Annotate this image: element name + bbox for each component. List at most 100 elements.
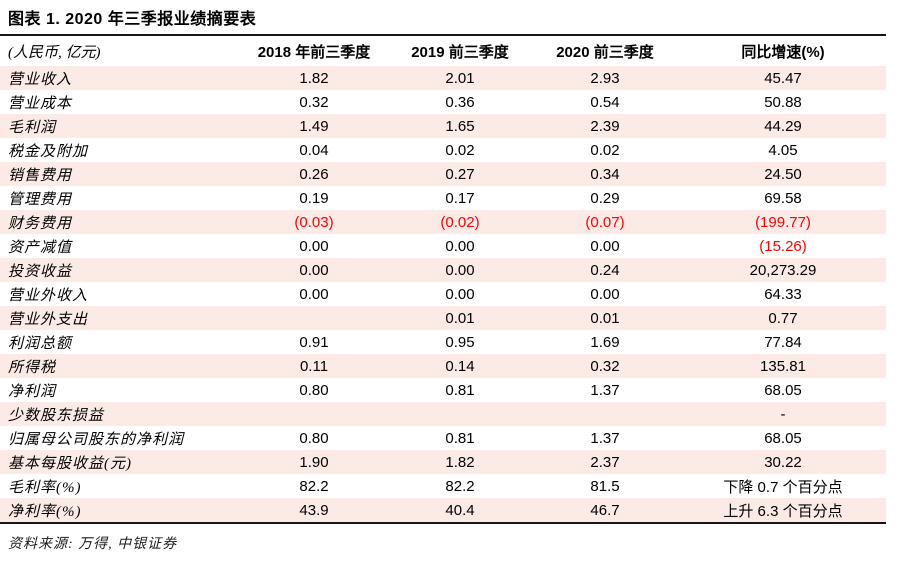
row-label: 所得税 <box>8 359 57 376</box>
cell-2020: 2.39 <box>590 117 620 135</box>
cell-2019: 0.81 <box>445 429 475 447</box>
row-label: 净利润 <box>8 383 57 400</box>
column-header-unit: (人民币, 亿元) <box>8 44 101 61</box>
table-row: 营业外收入 0.00 0.00 0.00 64.33 <box>0 282 886 306</box>
row-label: 基本每股收益(元) <box>8 455 132 472</box>
row-label: 资产减值 <box>8 239 73 256</box>
top-rule-divider <box>0 34 886 36</box>
cell-2020: (0.07) <box>585 213 625 231</box>
row-label: 营业收入 <box>8 71 73 88</box>
cell-yoy: 24.50 <box>764 165 802 183</box>
row-label: 营业成本 <box>8 95 73 112</box>
cell-2018: (0.03) <box>294 213 334 231</box>
cell-2020: 0.24 <box>590 261 620 279</box>
cell-2019: 0.81 <box>445 381 475 399</box>
row-label: 销售费用 <box>8 167 73 184</box>
cell-2018: 0.19 <box>299 189 329 207</box>
cell-2019: 0.17 <box>445 189 475 207</box>
cell-2019: (0.02) <box>440 213 480 231</box>
cell-2019: 82.2 <box>445 477 475 495</box>
row-label: 利润总额 <box>8 335 73 352</box>
cell-2020: 0.54 <box>590 93 620 111</box>
table-row: 利润总额 0.91 0.95 1.69 77.84 <box>0 330 886 354</box>
cell-2020: 0.29 <box>590 189 620 207</box>
row-label: 毛利率(%) <box>8 479 82 496</box>
cell-2018: 0.80 <box>299 381 329 399</box>
cell-2018: 1.82 <box>299 69 329 87</box>
cell-2018: 82.2 <box>299 477 329 495</box>
cell-2019: 0.36 <box>445 93 475 111</box>
table-body: 营业收入 1.82 2.01 2.93 45.47 营业成本 0.32 0.36 0.54 50.… <box>0 66 886 522</box>
cell-yoy: 0.77 <box>768 309 798 327</box>
cell-yoy: 20,273.29 <box>749 261 817 279</box>
table-row: 管理费用 0.19 0.17 0.29 69.58 <box>0 186 886 210</box>
cell-yoy: 64.33 <box>764 285 802 303</box>
table-row: 税金及附加 0.04 0.02 0.02 4.05 <box>0 138 886 162</box>
cell-2018: 0.00 <box>299 237 329 255</box>
cell-2019: 0.00 <box>445 285 475 303</box>
cell-2019: 40.4 <box>445 501 475 519</box>
cell-2020: 0.00 <box>590 285 620 303</box>
table-row: 毛利率(%) 82.2 82.2 81.5 下降 0.7 个百分点 <box>0 474 886 498</box>
cell-2019: 0.01 <box>445 309 475 327</box>
source-note: 资料来源: 万得, 中银证券 <box>8 537 178 552</box>
report-exhibit: 图表 1. 2020 年三季报业绩摘要表 (人民币, 亿元) 2018 年前三季… <box>0 11 886 552</box>
row-label: 归属母公司股东的净利润 <box>8 431 185 448</box>
cell-2020: 1.37 <box>590 381 620 399</box>
cell-2020: 2.37 <box>590 453 620 471</box>
table-row: 资产减值 0.00 0.00 0.00 (15.26) <box>0 234 886 258</box>
cell-yoy: 77.84 <box>764 333 802 351</box>
row-label: 净利率(%) <box>8 503 82 520</box>
table-header: (人民币, 亿元) 2018 年前三季度 2019 前三季度 2020 前三季度… <box>0 36 886 66</box>
column-header-2019: 2019 前三季度 <box>411 43 509 61</box>
cell-2019: 1.82 <box>445 453 475 471</box>
cell-2020: 0.02 <box>590 141 620 159</box>
cell-2018: 0.04 <box>299 141 329 159</box>
cell-2020: 81.5 <box>590 477 620 495</box>
cell-2019: 2.01 <box>445 69 475 87</box>
cell-2018: 0.32 <box>299 93 329 111</box>
cell-2018: 0.26 <box>299 165 329 183</box>
cell-2019: 0.95 <box>445 333 475 351</box>
cell-2018: 1.49 <box>299 117 329 135</box>
cell-2019: 0.00 <box>445 261 475 279</box>
cell-2019: 0.14 <box>445 357 475 375</box>
cell-2020: 1.37 <box>590 429 620 447</box>
cell-yoy: 50.88 <box>764 93 802 111</box>
cell-yoy: 68.05 <box>764 429 802 447</box>
cell-yoy: 30.22 <box>764 453 802 471</box>
cell-2018: 0.80 <box>299 429 329 447</box>
table-row: 营业收入 1.82 2.01 2.93 45.47 <box>0 66 886 90</box>
cell-yoy: 69.58 <box>764 189 802 207</box>
cell-2018 <box>238 306 390 330</box>
cell-2018: 0.91 <box>299 333 329 351</box>
exhibit-title: 图表 1. 2020 年三季报业绩摘要表 <box>8 11 257 28</box>
cell-2018: 0.11 <box>299 357 329 375</box>
table-row: 归属母公司股东的净利润 0.80 0.81 1.37 68.05 <box>0 426 886 450</box>
cell-yoy: 44.29 <box>764 117 802 135</box>
cell-2019: 0.00 <box>445 237 475 255</box>
cell-2018: 0.00 <box>299 261 329 279</box>
cell-2018 <box>238 402 390 426</box>
table-row: 少数股东损益 - <box>0 402 886 426</box>
row-label: 投资收益 <box>8 263 73 280</box>
table-row: 净利率(%) 43.9 40.4 46.7 上升 6.3 个百分点 <box>0 498 886 522</box>
row-label: 税金及附加 <box>8 143 89 160</box>
cell-2020: 46.7 <box>590 501 620 519</box>
cell-2019 <box>390 402 530 426</box>
row-label: 管理费用 <box>8 191 73 208</box>
row-label: 营业外收入 <box>8 287 89 304</box>
cell-yoy: 4.05 <box>768 141 798 159</box>
cell-2020: 1.69 <box>590 333 620 351</box>
column-header-2020: 2020 前三季度 <box>556 43 654 61</box>
cell-2020: 2.93 <box>590 69 620 87</box>
results-summary-table: (人民币, 亿元) 2018 年前三季度 2019 前三季度 2020 前三季度… <box>0 36 886 522</box>
header-row: (人民币, 亿元) 2018 年前三季度 2019 前三季度 2020 前三季度… <box>0 36 886 66</box>
cell-2018: 1.90 <box>299 453 329 471</box>
cell-yoy: 下降 0.7 个百分点 <box>723 478 843 496</box>
cell-2019: 1.65 <box>445 117 475 135</box>
column-header-yoy: 同比增速(%) <box>741 43 825 61</box>
column-header-2018: 2018 年前三季度 <box>257 43 371 61</box>
cell-yoy: 上升 6.3 个百分点 <box>723 502 843 520</box>
bottom-rule-divider <box>0 522 886 524</box>
